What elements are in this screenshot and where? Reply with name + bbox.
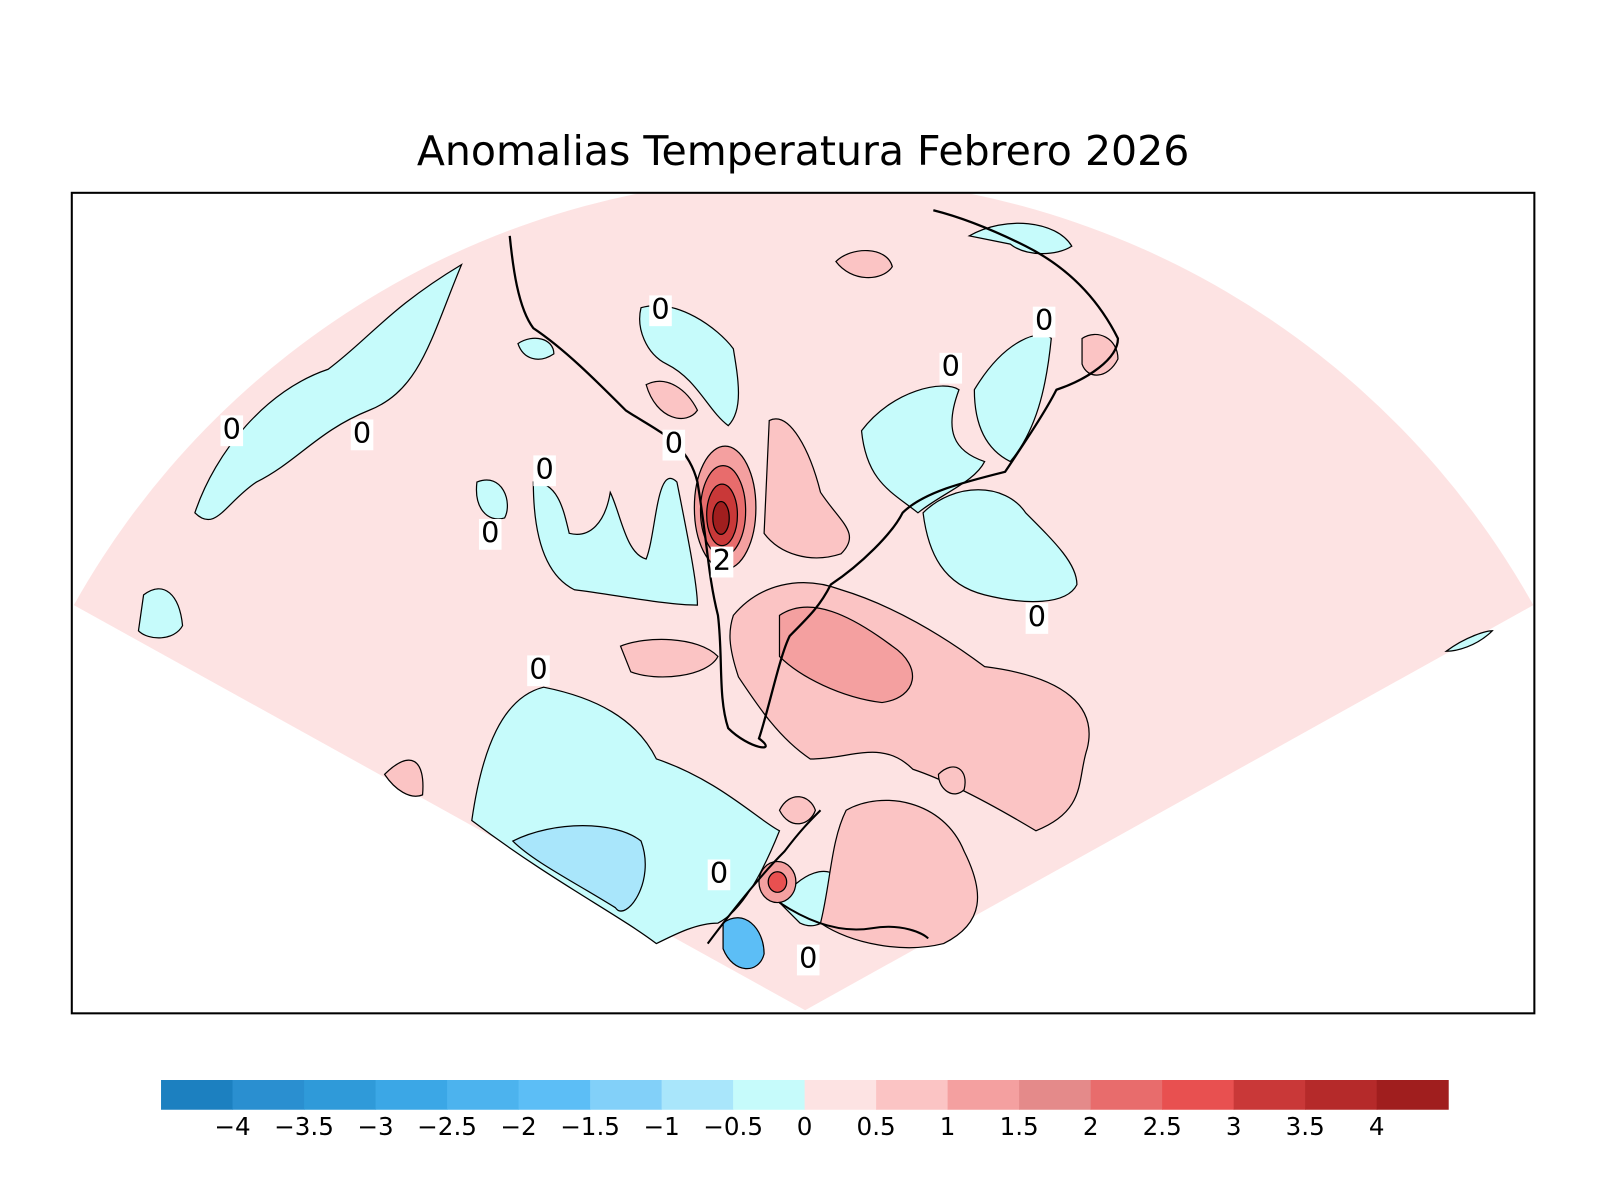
colorbar-label: −2.5 bbox=[417, 1112, 477, 1141]
color-box bbox=[947, 1080, 1020, 1110]
negative-anomaly-core bbox=[722, 917, 765, 970]
negative-anomaly-strong bbox=[511, 825, 646, 912]
color-box bbox=[304, 1080, 377, 1110]
color-box bbox=[733, 1080, 806, 1110]
color-box bbox=[876, 1080, 949, 1110]
color-box bbox=[1090, 1080, 1163, 1110]
contour-label: 0 bbox=[665, 426, 683, 460]
color-box bbox=[447, 1080, 520, 1110]
map-area: 0 0 0 0 0 0 0 0 2 0 0 0 0 bbox=[73, 192, 1534, 1011]
contour-label-bg bbox=[710, 546, 734, 578]
coastline bbox=[706, 809, 929, 945]
color-box bbox=[1162, 1080, 1235, 1110]
color-box bbox=[1305, 1080, 1378, 1110]
colorbar: −4 −3.5 −3 −2.5 −2 −1.5 −1 −0.5 0 0.5 1 1.5 2 2.5 3 3.5… bbox=[161, 1080, 1449, 1141]
color-box bbox=[161, 1080, 234, 1110]
contour-label-bg bbox=[220, 415, 244, 447]
contour-label: 0 bbox=[535, 452, 553, 486]
contour-label-bg bbox=[1025, 603, 1049, 634]
contour-label: 0 bbox=[651, 292, 669, 326]
color-box bbox=[661, 1080, 734, 1110]
colorbar-label: −3.5 bbox=[274, 1112, 334, 1141]
contour-label-bg bbox=[707, 859, 731, 891]
contour-label: 0 bbox=[1028, 599, 1046, 633]
contour-label: 0 bbox=[1035, 303, 1053, 337]
colorbar-label: −1.5 bbox=[560, 1112, 620, 1141]
contour-label-bg bbox=[939, 352, 963, 384]
contour-label-bg bbox=[662, 429, 686, 461]
contour-label: 0 bbox=[529, 652, 547, 686]
contour-label: 0 bbox=[799, 941, 817, 975]
negative-anomaly bbox=[137, 222, 1494, 945]
contour-label-bg bbox=[478, 518, 502, 550]
colorbar-label: 2 bbox=[1083, 1112, 1099, 1141]
color-box bbox=[1019, 1080, 1092, 1110]
warm-core bbox=[693, 445, 914, 904]
contour-label: 2 bbox=[713, 543, 731, 577]
color-box bbox=[232, 1080, 305, 1110]
colorbar-label: −1 bbox=[643, 1112, 679, 1141]
color-box bbox=[375, 1080, 448, 1110]
colorbar-label: 1.5 bbox=[1000, 1112, 1039, 1141]
color-box bbox=[1233, 1080, 1306, 1110]
color-box bbox=[518, 1080, 591, 1110]
contour-label-bg bbox=[796, 944, 820, 976]
contour-label: 0 bbox=[481, 515, 499, 549]
contour-labels: 0 0 0 0 0 0 0 0 2 0 0 0 0 bbox=[220, 292, 1056, 976]
colorbar-label: −4 bbox=[214, 1112, 250, 1141]
colorbar-label: 0 bbox=[797, 1112, 813, 1141]
contour-label: 0 bbox=[710, 856, 728, 890]
contour-label: 0 bbox=[223, 412, 241, 446]
contour-label-bg bbox=[533, 455, 556, 487]
colorbar-label: 0.5 bbox=[857, 1112, 896, 1141]
colorbar-label: −3 bbox=[357, 1112, 393, 1141]
colorbar-label: 1 bbox=[940, 1112, 956, 1141]
color-box bbox=[590, 1080, 663, 1110]
colorbar-label: 3.5 bbox=[1286, 1112, 1325, 1141]
map-frame bbox=[70, 191, 1536, 1015]
contour-label: 0 bbox=[353, 416, 371, 450]
contour-label: 0 bbox=[942, 349, 960, 383]
title: Anomalias Temperatura Febrero 2026 bbox=[417, 127, 1190, 175]
colorbar-label: 4 bbox=[1369, 1112, 1385, 1141]
color-box bbox=[1376, 1080, 1449, 1110]
colorbar-label: −0.5 bbox=[703, 1112, 763, 1141]
contour-label-bg bbox=[527, 655, 550, 687]
color-box bbox=[804, 1080, 877, 1110]
colorbar-label: 3 bbox=[1226, 1112, 1242, 1141]
contour-label-bg bbox=[1032, 306, 1056, 338]
coastline bbox=[508, 209, 1120, 749]
colorbar-label: 2.5 bbox=[1143, 1112, 1182, 1141]
contour-label-bg bbox=[350, 419, 374, 451]
colorbar-label: −2 bbox=[500, 1112, 536, 1141]
contour-label-bg bbox=[649, 295, 672, 327]
